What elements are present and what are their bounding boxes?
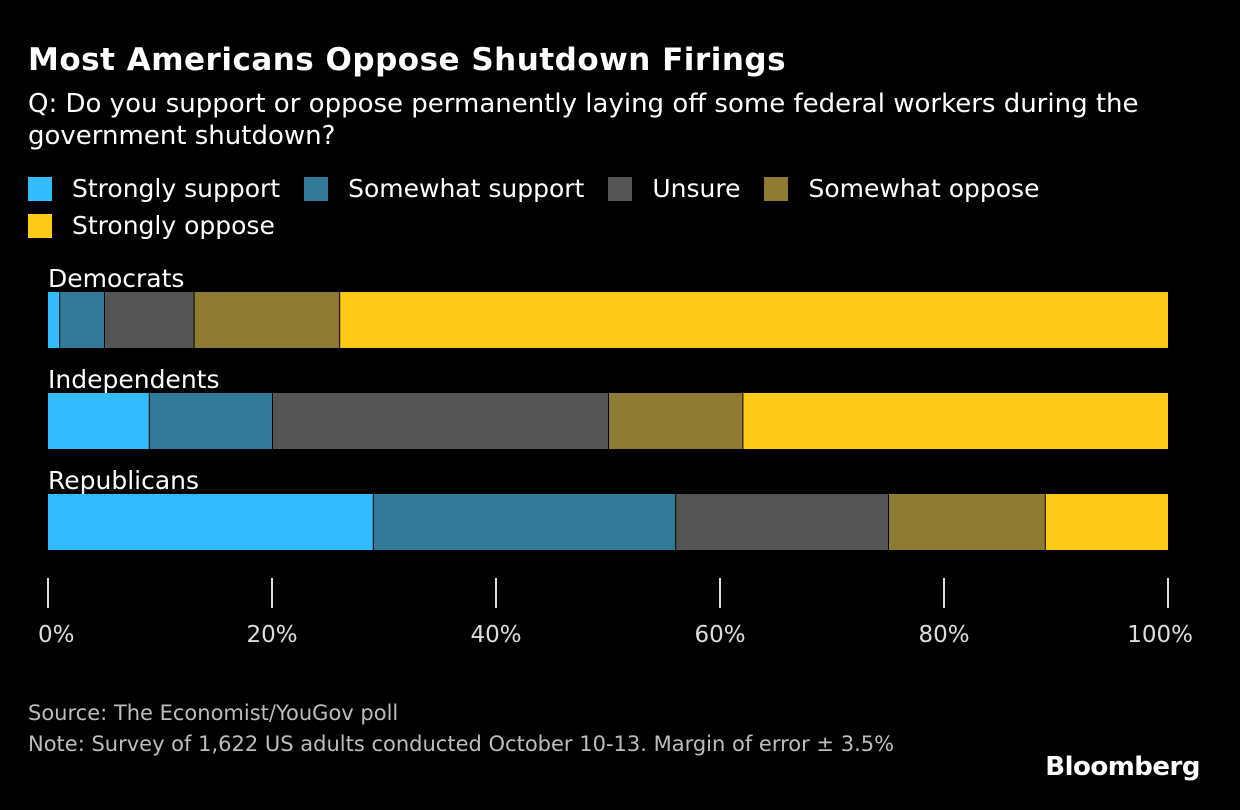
note-text: Note: Survey of 1,622 US adults conducte…: [28, 732, 895, 756]
legend-item: Somewhat oppose: [764, 170, 1039, 207]
legend-swatch: [28, 176, 52, 201]
x-tick-label: 20%: [246, 622, 297, 648]
chart-title: Most Americans Oppose Shutdown Firings: [28, 42, 787, 78]
legend-swatch: [304, 176, 329, 201]
x-tick-label: 100%: [1127, 622, 1193, 648]
legend-swatch: [764, 176, 789, 201]
bar-segment: [149, 393, 272, 449]
x-tick-label: 40%: [470, 622, 521, 648]
legend-label: Strongly oppose: [72, 211, 275, 240]
bar-segment: [60, 292, 104, 348]
bar-segment: [194, 292, 340, 348]
legend-item: Somewhat support: [304, 170, 584, 207]
bar-segment: [743, 393, 1168, 449]
bar-segment: [340, 292, 1168, 348]
chart-subtitle: Q: Do you support or oppose permanently …: [28, 89, 1139, 151]
bar-segment: [676, 494, 888, 550]
legend-item: Strongly support: [28, 170, 280, 207]
bar-segment: [609, 393, 743, 449]
source-text: Source: The Economist/YouGov poll: [28, 701, 399, 725]
bar-segment: [1045, 494, 1168, 550]
legend-item: Unsure: [608, 170, 740, 207]
legend-item: Strongly oppose: [28, 207, 275, 244]
bar-segment: [48, 393, 149, 449]
bar-segment: [105, 292, 194, 348]
bar-segment: [889, 494, 1045, 550]
legend-label: Somewhat support: [348, 174, 585, 203]
footnote: Source: The Economist/YouGov poll Note: …: [28, 698, 988, 760]
x-tick-label: 60%: [694, 622, 745, 648]
legend: Strongly support Somewhat support Unsure So…: [28, 170, 1178, 244]
category-label: Independents: [48, 365, 219, 394]
legend-swatch: [608, 176, 633, 201]
x-tick-label: 0%: [38, 622, 75, 648]
legend-label: Strongly support: [72, 174, 281, 203]
bar-segment: [48, 292, 60, 348]
x-tick-label: 80%: [918, 622, 969, 648]
bar-segment: [373, 494, 676, 550]
legend-label: Unsure: [652, 174, 741, 203]
bar-segment: [48, 494, 373, 550]
legend-label: Somewhat oppose: [808, 174, 1040, 203]
legend-swatch: [28, 213, 52, 238]
chart-svg: Democrats Independents Republicans 0% 20% 40%…: [38, 264, 1193, 648]
bloomberg-logo: Bloomberg: [1045, 752, 1200, 782]
bar-segment: [273, 393, 608, 449]
category-label: Republicans: [48, 466, 199, 495]
category-label: Democrats: [48, 264, 184, 293]
